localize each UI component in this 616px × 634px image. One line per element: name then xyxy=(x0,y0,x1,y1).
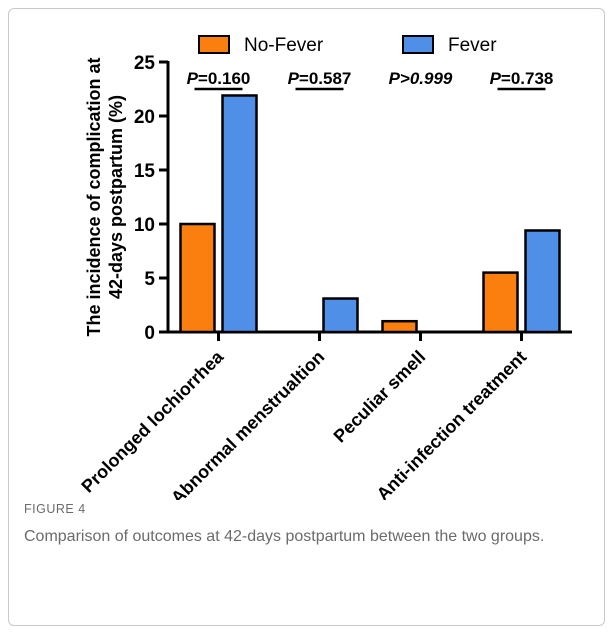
fever-bar-4 xyxy=(524,229,561,334)
no-fever-bar-3 xyxy=(381,319,418,334)
y-axis-label-line-1: The incidence of complication at xyxy=(84,57,104,336)
p-value-annotation-4: P=0.738 xyxy=(490,69,554,88)
no-fever-bar-4 xyxy=(482,271,519,334)
y-axis-label-line-2: 42-days postpartum (%) xyxy=(106,95,126,299)
bar-chart: 0 5 10 15 20 25 The incidence of complication … xyxy=(77,35,572,500)
legend-swatch-fever xyxy=(402,35,434,54)
y-tick-label: 0 xyxy=(144,323,155,344)
legend-label-fever: Fever xyxy=(448,35,497,56)
y-tick-label: 5 xyxy=(144,269,155,290)
x-category-label-3: Peculiar smell xyxy=(330,347,430,447)
figure-label: FIGURE 4 xyxy=(24,502,86,516)
fever-bar-2 xyxy=(322,297,359,334)
y-tick-label: 20 xyxy=(134,107,155,128)
y-tick-label: 25 xyxy=(134,53,156,74)
fever-bar-1 xyxy=(221,94,258,334)
legend-label-no-fever: No-Fever xyxy=(244,35,324,56)
p-value-annotation-1: P=0.160 xyxy=(187,69,251,88)
y-tick-label: 10 xyxy=(134,215,155,236)
figure-caption: Comparison of outcomes at 42-days postpa… xyxy=(24,528,545,545)
p-value-annotation-3: P>0.999 xyxy=(389,69,453,88)
legend-swatch-no-fever xyxy=(198,35,230,54)
p-value-annotation-2: P=0.587 xyxy=(288,69,352,88)
y-tick-label: 15 xyxy=(134,161,156,182)
no-fever-bar-1 xyxy=(179,222,216,334)
